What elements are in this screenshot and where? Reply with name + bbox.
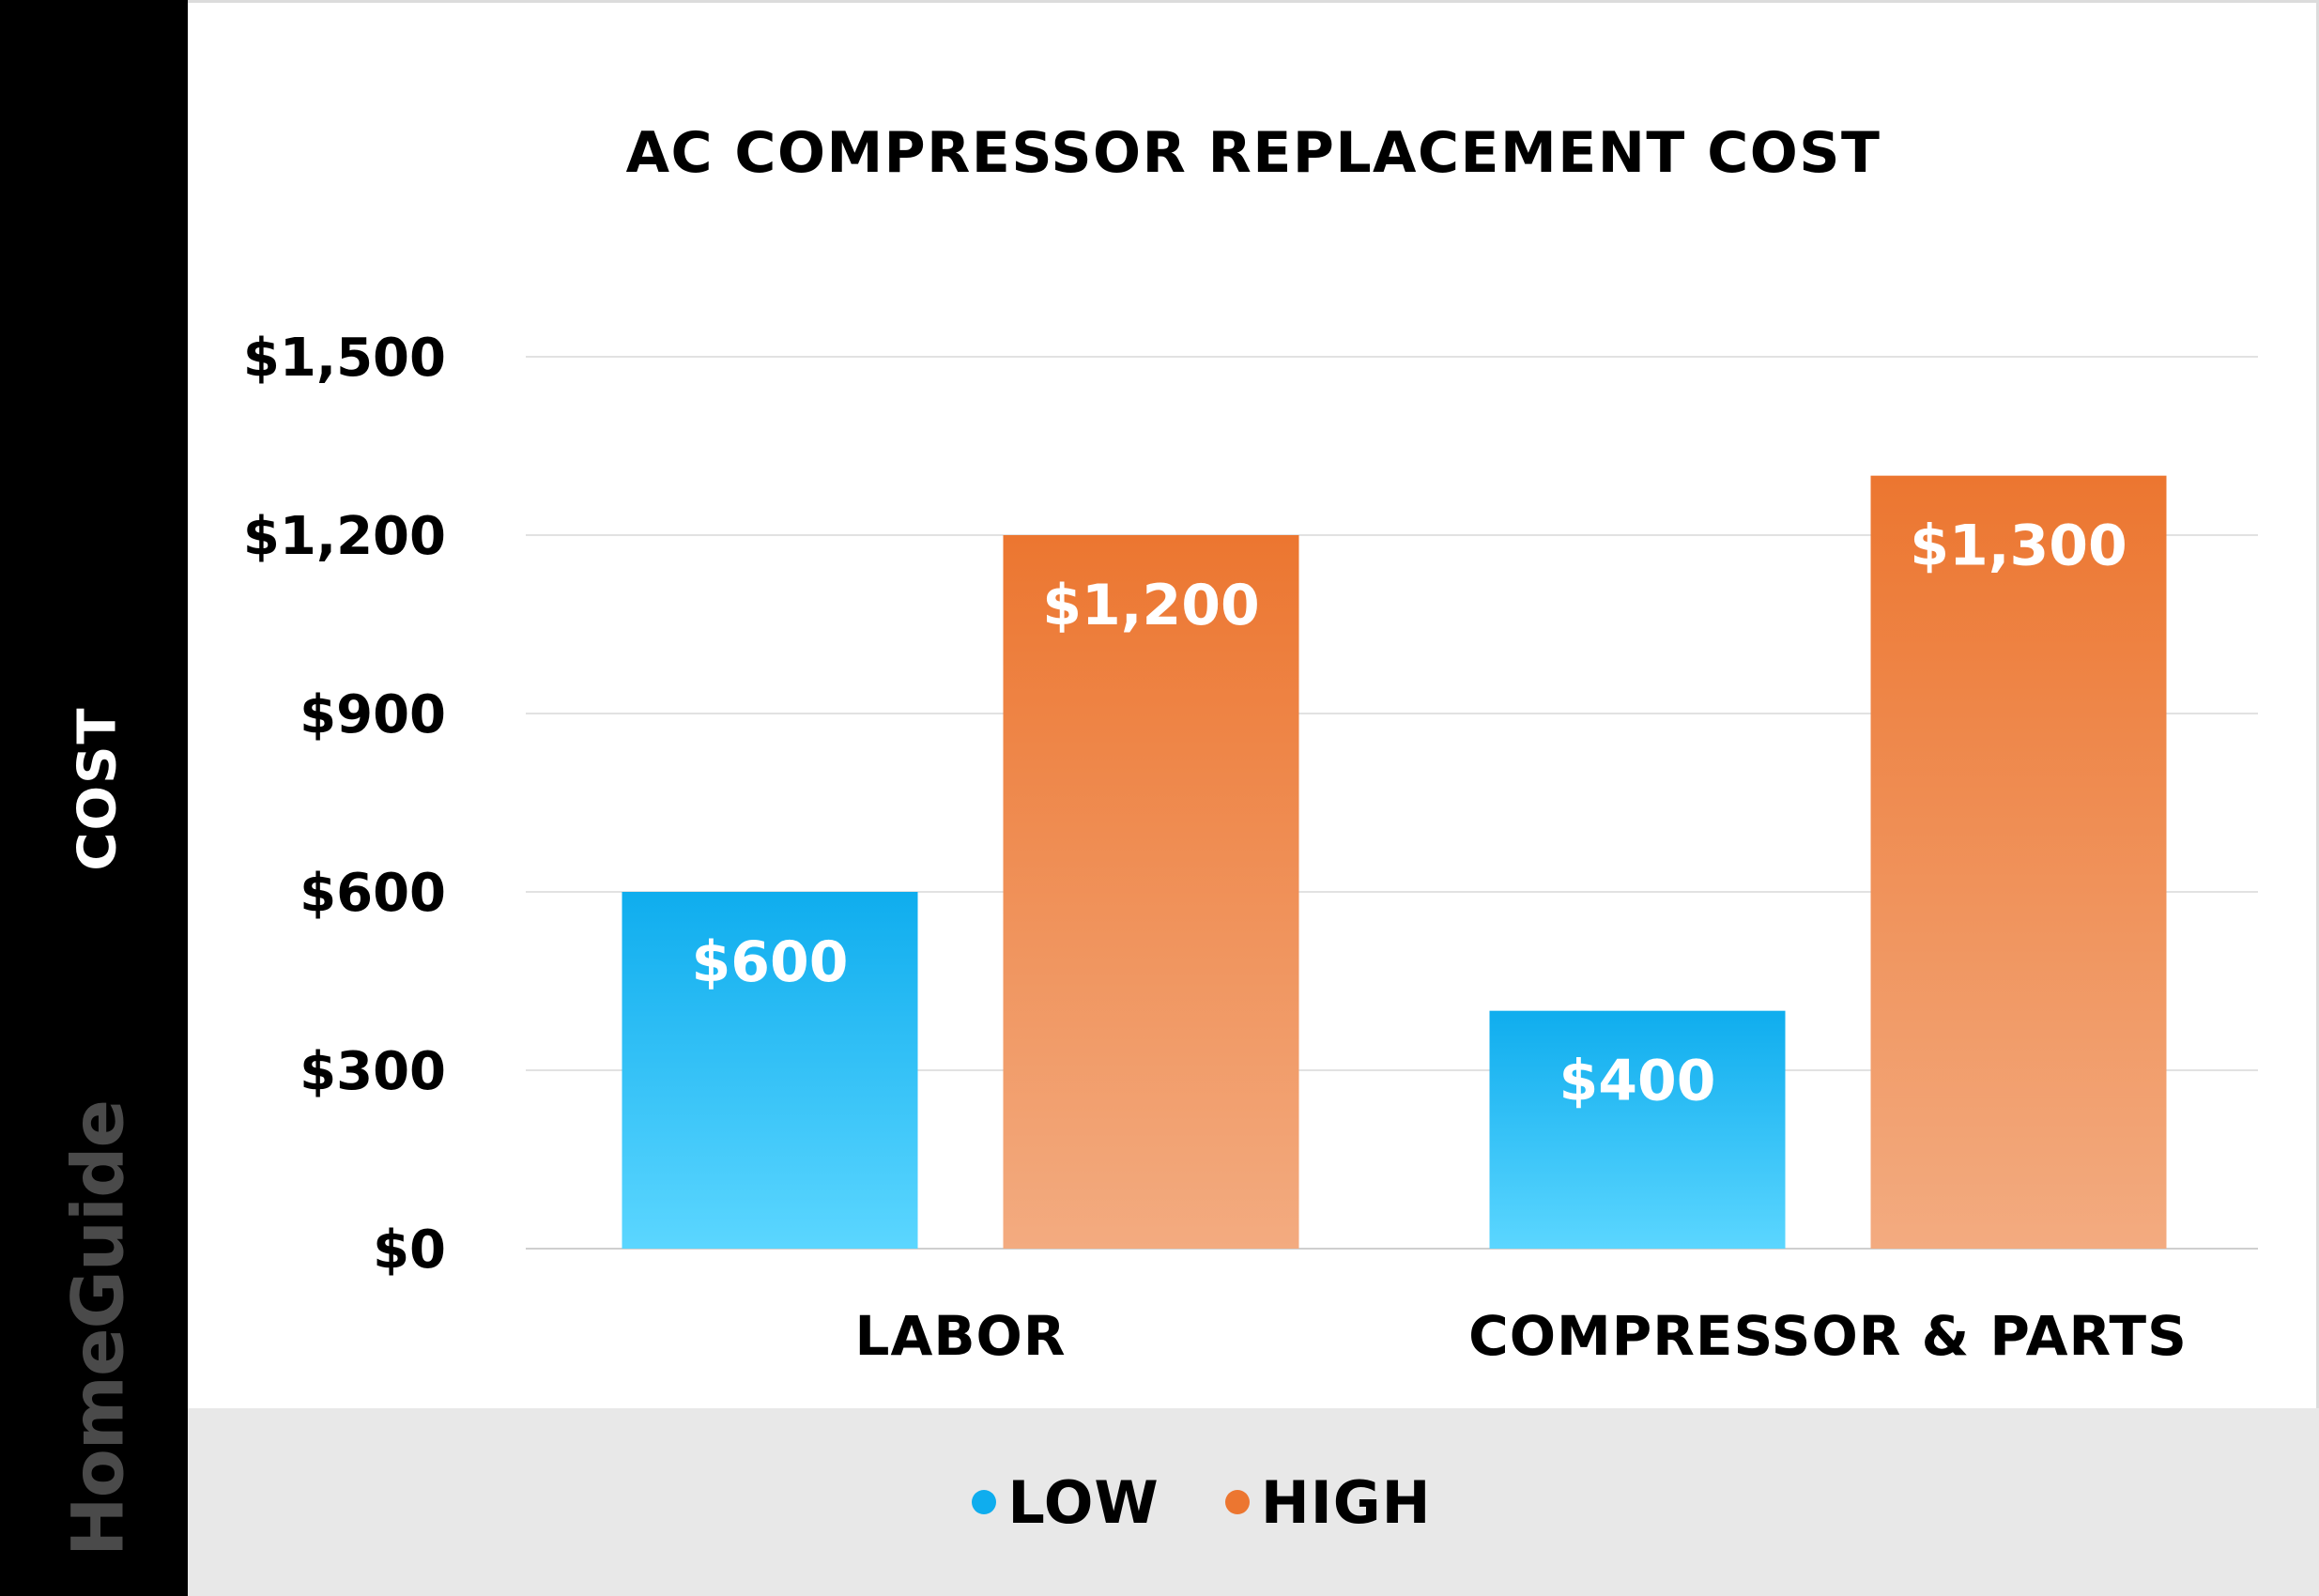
y-tick-label: $300 [299, 1041, 446, 1102]
sidebar: COST HomeGuide [0, 0, 188, 1596]
bar-high-1 [1870, 475, 2167, 1250]
data-label: $400 [1559, 1049, 1716, 1114]
legend-dot-low [972, 1490, 997, 1514]
legend: LOW HIGH [188, 1408, 2319, 1596]
x-tick-label: COMPRESSOR & PARTS [1468, 1304, 2188, 1368]
data-label: $1,200 [1042, 573, 1260, 638]
data-label: $600 [692, 929, 849, 995]
legend-label-low: LOW [1007, 1467, 1160, 1537]
bar-high-0 [1003, 535, 1299, 1249]
bar-low-0 [622, 892, 918, 1249]
legend-item-low: LOW [972, 1468, 1159, 1537]
y-tick-label: $1,500 [243, 328, 446, 389]
x-tick-label: LABOR [854, 1304, 1066, 1368]
legend-dot-high [1224, 1490, 1250, 1514]
bar-low-1 [1489, 1010, 1786, 1249]
legend-band: LOW HIGH [188, 1408, 2319, 1596]
data-label: $1,300 [1910, 514, 2127, 579]
legend-label-high: HIGH [1260, 1467, 1432, 1537]
chart-title: AC COMPRESSOR REPLACEMENT COST [625, 120, 1881, 186]
chart-plot: $0 $300 $600 $900 $1,200 $1,500 $600 $1,200 $40… [243, 328, 2258, 1368]
y-tick-label: $600 [299, 863, 446, 924]
legend-item-high: HIGH [1224, 1467, 1432, 1537]
y-tick-label: $1,200 [243, 506, 446, 567]
y-tick-label: $0 [373, 1220, 446, 1281]
chart-panel [188, 0, 2319, 1408]
y-tick-label: $900 [299, 684, 446, 745]
